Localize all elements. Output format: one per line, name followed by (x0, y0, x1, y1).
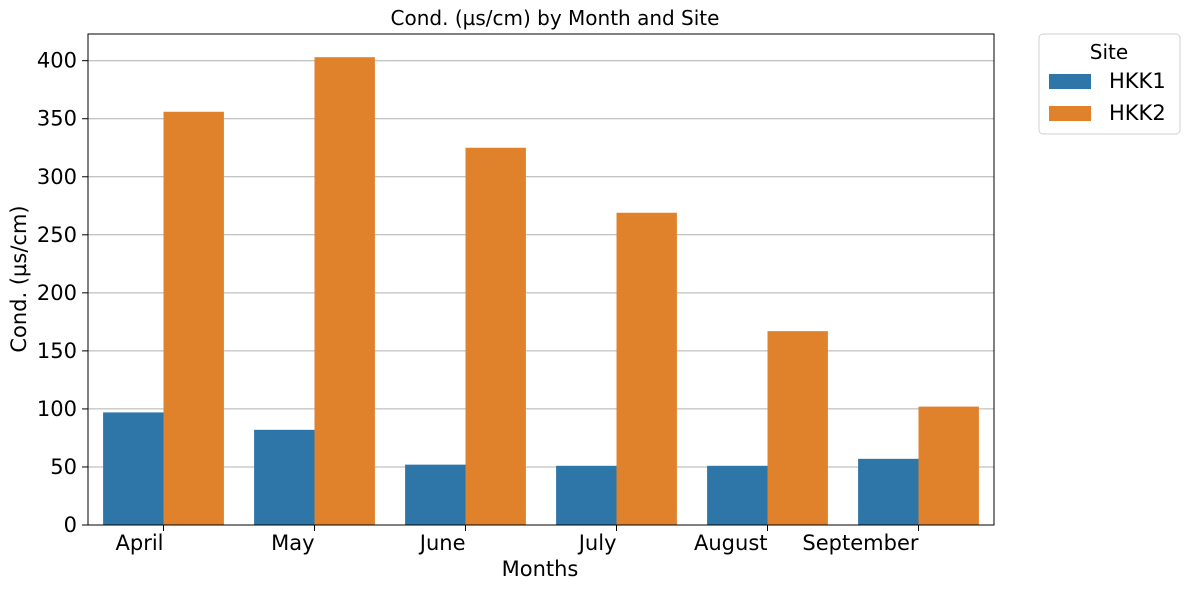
bar-hkk1-september (858, 458, 919, 525)
bar-hkk1-may (254, 429, 315, 525)
legend-swatch-hkk1 (1049, 74, 1091, 89)
legend-swatch-hkk2 (1049, 106, 1091, 121)
bar-hkk1-july (556, 465, 617, 525)
plot-frame (87, 33, 995, 526)
x-tick-label: September (802, 531, 918, 555)
y-tick-label: 250 (37, 223, 77, 247)
legend-label-hkk2: HKK2 (1109, 101, 1166, 125)
bar-hkk2-august (767, 331, 828, 525)
bar-hkk2-september (918, 406, 979, 525)
x-tick-label: June (418, 531, 466, 555)
bars (103, 57, 979, 526)
y-tick-label: 50 (50, 455, 77, 479)
x-tick-label: May (271, 531, 314, 555)
bar-hkk2-may (314, 57, 375, 526)
legend-label-hkk1: HKK1 (1109, 69, 1166, 93)
y-tick-label: 0 (64, 513, 77, 537)
x-axis-label: Months (502, 557, 579, 581)
bar-hkk1-april (103, 412, 164, 525)
legend: Site HKK1 HKK2 (1038, 33, 1181, 135)
bar-hkk2-june (465, 147, 526, 525)
x-axis: April May June July August September (116, 525, 919, 555)
y-tick-label: 200 (37, 281, 77, 305)
grid-lines (88, 60, 994, 526)
bar-hkk1-august (707, 465, 768, 525)
y-tick-label: 300 (37, 165, 77, 189)
x-tick-label: August (694, 531, 768, 555)
y-axis: 0 50 100 150 200 250 300 350 400 (37, 49, 88, 537)
y-tick-label: 100 (37, 397, 77, 421)
x-tick-label: July (577, 531, 617, 555)
legend-title: Site (1090, 40, 1128, 64)
y-tick-label: 350 (37, 107, 77, 131)
bar-hkk2-april (163, 111, 224, 525)
x-tick-label: April (116, 531, 164, 555)
y-tick-label: 400 (37, 49, 77, 73)
y-tick-label: 150 (37, 339, 77, 363)
y-axis-label: Cond. (µs/cm) (7, 205, 31, 352)
chart-title: Cond. (µs/cm) by Month and Site (391, 6, 720, 30)
bar-hkk2-july (616, 212, 677, 525)
bar-hkk1-june (405, 464, 466, 525)
